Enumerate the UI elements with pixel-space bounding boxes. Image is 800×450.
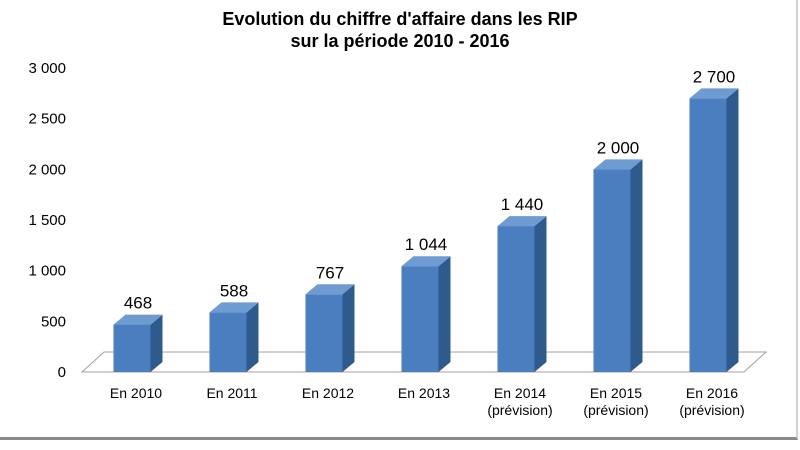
bar-top (113, 314, 163, 325)
data-label: 468 (124, 294, 152, 313)
bar-side (726, 88, 739, 373)
bar-side (342, 284, 355, 372)
bar-side (630, 159, 643, 372)
x-tick-label: En 2013 (398, 385, 450, 401)
bar-top (209, 302, 259, 313)
chart-title: Evolution du chiffre d'affaire dans les … (0, 8, 800, 52)
chart-frame (0, 0, 798, 440)
x-tick-label: En 2012 (302, 385, 354, 401)
y-tick-label: 500 (41, 313, 66, 330)
x-tick-label: En 2015 (590, 385, 642, 401)
y-tick-label: 2 500 (28, 111, 66, 128)
chart-title-line1: Evolution du chiffre d'affaire dans les … (222, 9, 578, 29)
bar (497, 226, 535, 372)
chart-title-line2: sur la période 2010 - 2016 (290, 31, 510, 51)
bar (689, 98, 727, 373)
bar (113, 324, 151, 372)
data-label: 767 (316, 263, 344, 282)
bar (305, 294, 343, 372)
data-label: 588 (220, 281, 248, 300)
x-tick-label: (prévision) (679, 402, 744, 418)
bar-top (689, 88, 739, 99)
y-tick-label: 0 (58, 364, 66, 381)
x-tick-label: En 2016 (686, 385, 738, 401)
y-tick-label: 1 000 (28, 263, 66, 280)
bar-side (246, 302, 259, 372)
x-tick-label: (prévision) (583, 402, 648, 418)
y-tick-label: 1 500 (28, 212, 66, 229)
y-tick-label: 3 000 (28, 60, 66, 77)
data-label: 1 044 (405, 235, 448, 254)
bar (209, 312, 247, 372)
data-label: 2 000 (597, 138, 640, 157)
bar (401, 266, 439, 372)
x-tick-label: (prévision) (487, 402, 552, 418)
bar-top (305, 284, 355, 295)
bar-side (534, 216, 547, 372)
x-tick-label: En 2014 (494, 385, 546, 401)
bar-side (150, 314, 163, 372)
bar (593, 169, 631, 372)
data-label: 1 440 (501, 195, 544, 214)
x-tick-label: En 2011 (206, 385, 257, 401)
data-label: 2 700 (693, 67, 736, 86)
bar-top (401, 256, 451, 267)
x-tick-label: En 2010 (110, 385, 162, 401)
bar-side (438, 256, 451, 372)
y-tick-label: 2 000 (28, 161, 66, 178)
bar-top (497, 216, 547, 227)
bar-top (593, 159, 643, 170)
